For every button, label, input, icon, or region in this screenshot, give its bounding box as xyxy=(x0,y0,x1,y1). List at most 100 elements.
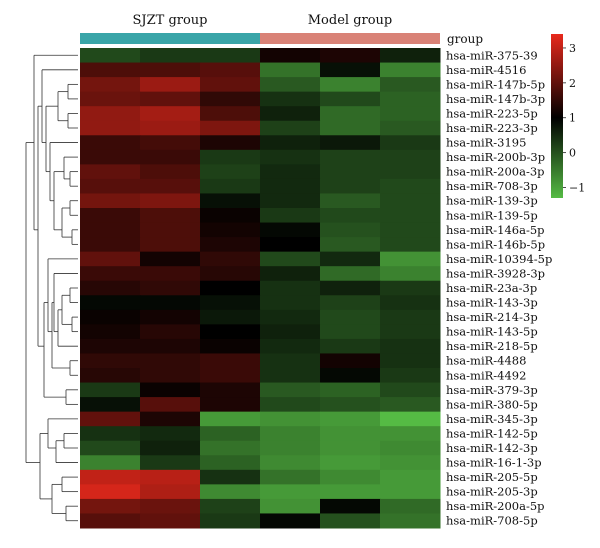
heatmap-cell xyxy=(260,266,321,282)
heatmap-cell xyxy=(80,48,141,64)
row-label: hsa-miR-380-5p xyxy=(446,397,538,411)
heatmap-cell xyxy=(200,382,261,398)
heatmap-cell xyxy=(200,91,261,107)
heatmap-cell xyxy=(320,309,381,325)
heatmap-cell xyxy=(80,324,141,340)
heatmap-cell xyxy=(200,513,261,529)
heatmap-cell xyxy=(80,397,141,413)
heatmap-cell xyxy=(320,498,381,514)
heatmap-cell xyxy=(260,411,321,427)
heatmap-cell xyxy=(140,469,201,485)
row-label: hsa-miR-143-5p xyxy=(446,325,538,339)
heatmap-cell xyxy=(260,222,321,238)
legend-tick-label: −1 xyxy=(569,182,585,195)
heatmap-cell xyxy=(140,193,201,209)
row-label: hsa-miR-146a-5p xyxy=(446,223,545,237)
heatmap-cell xyxy=(140,382,201,398)
row-label: hsa-miR-200a-5p xyxy=(446,499,545,513)
heatmap-cell xyxy=(140,178,201,194)
heatmap-cell xyxy=(260,455,321,471)
heatmap-cell xyxy=(320,62,381,78)
heatmap-cell xyxy=(320,237,381,253)
heatmap-cell xyxy=(200,251,261,267)
heatmap-cell xyxy=(320,426,381,442)
heatmap-cell xyxy=(260,62,321,78)
heatmap-cell xyxy=(80,251,141,267)
heatmap-cell xyxy=(380,251,441,267)
heatmap-cell xyxy=(140,498,201,514)
heatmap-cell xyxy=(380,208,441,224)
heatmap-cell xyxy=(260,91,321,107)
heatmap-cell xyxy=(80,149,141,165)
heatmap-cell xyxy=(140,338,201,354)
heatmap-cell xyxy=(320,120,381,136)
heatmap-cell xyxy=(380,164,441,180)
heatmap-cell xyxy=(260,309,321,325)
heatmap-cell xyxy=(260,295,321,311)
heatmap-cell xyxy=(200,455,261,471)
legend-tick-label: 3 xyxy=(569,42,576,55)
heatmap-cell xyxy=(260,237,321,253)
row-label: hsa-miR-4488 xyxy=(446,354,526,368)
row-label: hsa-miR-139-5p xyxy=(446,208,538,222)
heatmap-cell xyxy=(140,440,201,456)
heatmap-cell xyxy=(200,426,261,442)
heatmap-cell xyxy=(320,208,381,224)
heatmap-cell xyxy=(200,208,261,224)
heatmap-cell xyxy=(380,77,441,93)
heatmap-cell xyxy=(80,91,141,107)
heatmap-cell xyxy=(80,237,141,253)
heatmap-cell xyxy=(320,178,381,194)
heatmap-cell xyxy=(380,426,441,442)
row-label: hsa-miR-142-3p xyxy=(446,441,538,455)
heatmap-cell xyxy=(80,164,141,180)
heatmap-cell xyxy=(140,426,201,442)
heatmap-cell xyxy=(140,222,201,238)
heatmap-cell xyxy=(380,91,441,107)
row-label: hsa-miR-3928-3p xyxy=(446,266,545,280)
legend-tick-label: 1 xyxy=(569,112,576,125)
group-annotation-label: group xyxy=(447,32,483,46)
heatmap-cell xyxy=(320,469,381,485)
heatmap-cell xyxy=(320,513,381,529)
heatmap-cell xyxy=(200,222,261,238)
heatmap-cell xyxy=(140,48,201,64)
heatmap-cell xyxy=(140,324,201,340)
heatmap-cell xyxy=(200,280,261,296)
heatmap-cell xyxy=(80,440,141,456)
heatmap-cell xyxy=(200,48,261,64)
heatmap-cell xyxy=(200,106,261,122)
heatmap-cell xyxy=(380,324,441,340)
heatmap-cell xyxy=(380,469,441,485)
heatmap-cell xyxy=(260,440,321,456)
heatmap-cell xyxy=(80,62,141,78)
heatmap-cell xyxy=(380,440,441,456)
heatmap-cell xyxy=(260,120,321,136)
heatmap-cell xyxy=(80,222,141,238)
heatmap-cell xyxy=(320,368,381,384)
heatmap-cell xyxy=(380,135,441,151)
heatmap-cell xyxy=(140,295,201,311)
heatmap-cell xyxy=(80,77,141,93)
row-label: hsa-miR-23a-3p xyxy=(446,281,537,295)
heatmap-cell xyxy=(320,193,381,209)
heatmap-cell xyxy=(320,455,381,471)
heatmap-cell xyxy=(320,251,381,267)
heatmap-cell xyxy=(320,338,381,354)
row-label: hsa-miR-205-5p xyxy=(446,470,538,484)
row-label: hsa-miR-4516 xyxy=(446,63,526,77)
heatmap-cell xyxy=(80,382,141,398)
row-label: hsa-miR-379-3p xyxy=(446,383,538,397)
heatmap-cell xyxy=(80,106,141,122)
heatmap-cell xyxy=(80,266,141,282)
row-label: hsa-miR-223-3p xyxy=(446,121,538,135)
heatmap-cell xyxy=(80,135,141,151)
heatmap-cell xyxy=(380,382,441,398)
group-bar-0 xyxy=(80,33,260,44)
row-label: hsa-miR-218-5p xyxy=(446,339,538,353)
heatmap-cell xyxy=(320,295,381,311)
heatmap-cell xyxy=(320,382,381,398)
heatmap-cell xyxy=(380,62,441,78)
heatmap-cell xyxy=(80,309,141,325)
heatmap-cell xyxy=(320,484,381,500)
